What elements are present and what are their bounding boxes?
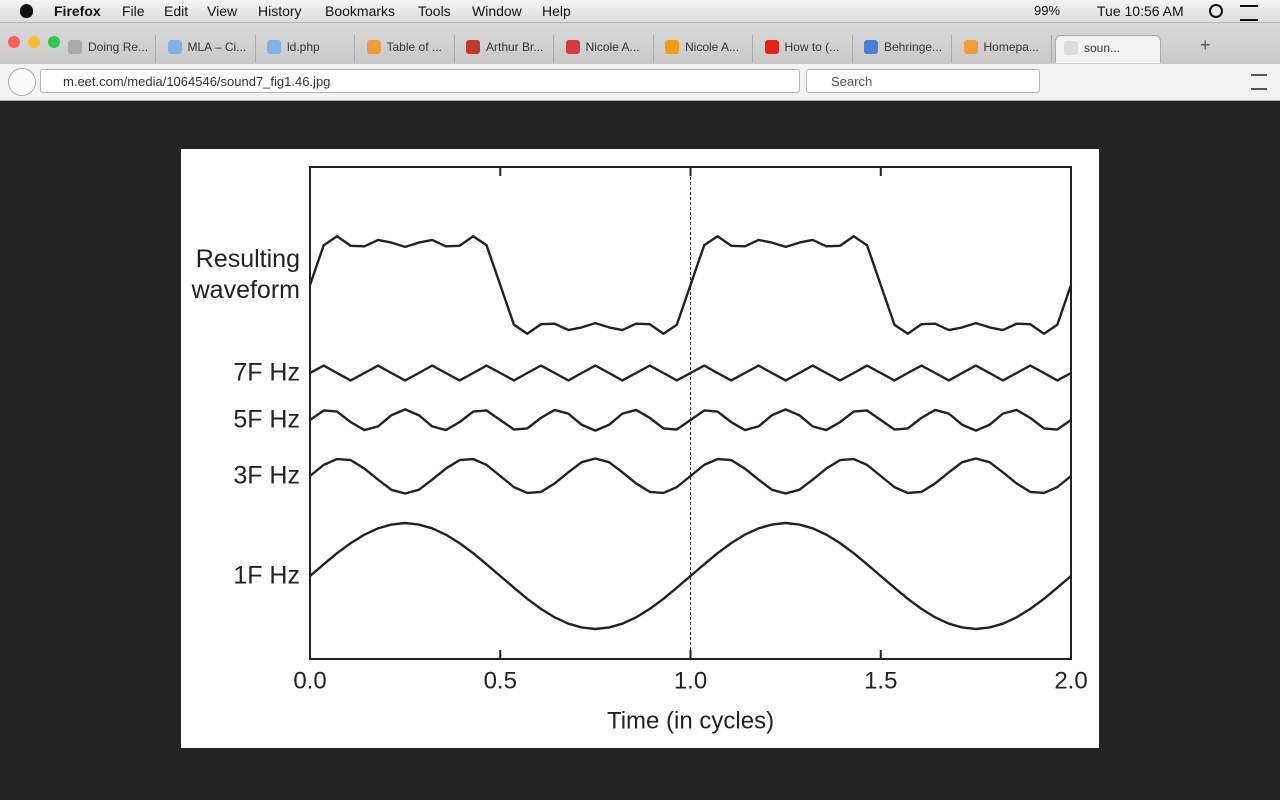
waveform (309, 457, 1072, 495)
menu-item[interactable]: Tools (418, 3, 451, 19)
tab-title: MLA – Ci... (187, 40, 247, 54)
notifications-icon[interactable] (1240, 5, 1258, 21)
tab-favicon (1064, 41, 1078, 55)
tab-title: Homepa... (983, 40, 1039, 54)
tab[interactable]: Arthur Br... (458, 35, 554, 63)
image-viewer: 0.0 0.5 1.0 1.5 2.0 Time (in cycles) Resultin… (0, 101, 1280, 800)
tab-bar: + Doing Re... MLA – Ci... ld.php Table of .… (0, 23, 1280, 64)
tab-favicon (68, 40, 82, 54)
tab-title: soun... (1084, 41, 1121, 55)
tab-favicon (665, 40, 679, 54)
window-minimize[interactable] (28, 36, 40, 48)
menu-item[interactable]: Bookmarks (325, 3, 396, 19)
chart: 0.0 0.5 1.0 1.5 2.0 Time (in cycles) (293, 166, 1088, 734)
x-tick-label: 2.0 (1054, 667, 1087, 694)
tab-title: Arthur Br... (486, 40, 544, 54)
menu-item[interactable]: History (258, 3, 302, 19)
series-label: 7F Hz (233, 358, 300, 387)
x-tick-label: 0.5 (484, 667, 517, 694)
menu-item[interactable]: Edit (164, 3, 189, 19)
search-icon[interactable] (1209, 4, 1223, 18)
tab-title: Table of ... (386, 40, 442, 54)
tab-favicon (764, 40, 779, 54)
tab-title: Behringe... (884, 40, 943, 54)
tab[interactable]: Nicole A... (657, 35, 753, 63)
battery: 99% (1034, 3, 1061, 18)
waveform (309, 364, 1072, 382)
tab[interactable]: MLA – Ci... (160, 35, 256, 63)
x-tick-label: 1.0 (674, 667, 707, 694)
apple-menu[interactable] (20, 4, 33, 18)
figure: 0.0 0.5 1.0 1.5 2.0 Time (in cycles) Resultin… (181, 149, 1099, 748)
tab-title: Doing Re... (88, 40, 149, 54)
tab-favicon (366, 40, 381, 54)
tab[interactable]: ld.php (259, 35, 355, 63)
new-tab-button[interactable]: + (1200, 35, 1211, 55)
tab[interactable]: How to (... (757, 35, 853, 63)
x-axis-label: Time (in cycles) (607, 707, 774, 734)
tab-favicon (864, 40, 878, 54)
tab-title: Nicole A... (685, 40, 740, 54)
tab-favicon (267, 40, 281, 54)
tab-favicon (565, 40, 580, 54)
menu-item[interactable]: Help (542, 3, 571, 19)
waveform (309, 408, 1072, 432)
app-name[interactable]: Firefox (54, 3, 101, 19)
tab[interactable]: Behringe... (856, 35, 952, 63)
back-button[interactable] (8, 68, 36, 96)
waveform (309, 521, 1072, 631)
series-label: 1F Hz (233, 561, 300, 590)
x-tick-label: 1.5 (864, 667, 897, 694)
x-tick-label: 0.0 (293, 667, 326, 694)
menu-item[interactable]: Window (472, 3, 522, 19)
tab-favicon (466, 40, 480, 54)
tab-title: How to (... (784, 40, 840, 54)
menu-button[interactable] (1251, 74, 1267, 90)
tab-title: Nicole A... (585, 40, 640, 54)
tab[interactable]: Homepa... (956, 35, 1052, 63)
nav-bar: m.eet.com/media/1064546/sound7_fig1.46.j… (0, 64, 1280, 101)
search-box[interactable]: Search (806, 69, 1040, 93)
tab-favicon (167, 40, 182, 54)
waveform (308, 235, 1073, 335)
tab[interactable]: Doing Re... (60, 35, 156, 63)
tab[interactable]: soun... (1055, 35, 1161, 63)
tab[interactable]: Table of ... (359, 35, 455, 63)
window-close[interactable] (8, 36, 20, 48)
address-bar[interactable]: m.eet.com/media/1064546/sound7_fig1.46.j… (40, 69, 800, 93)
menu-bar: Firefox File Edit View History Bookmarks Tool… (0, 0, 1280, 23)
window-zoom[interactable] (48, 36, 60, 48)
series-label: Resulting waveform (191, 245, 300, 304)
tab[interactable]: Nicole A... (558, 35, 654, 63)
tab-favicon (963, 40, 978, 54)
menu-item[interactable]: View (207, 3, 238, 19)
menu-item[interactable]: File (122, 3, 145, 19)
series-label: 5F Hz (233, 405, 300, 434)
tab-title: ld.php (287, 40, 320, 54)
series-label: 3F Hz (233, 461, 300, 490)
clock[interactable]: Tue 10:56 AM (1097, 3, 1184, 19)
